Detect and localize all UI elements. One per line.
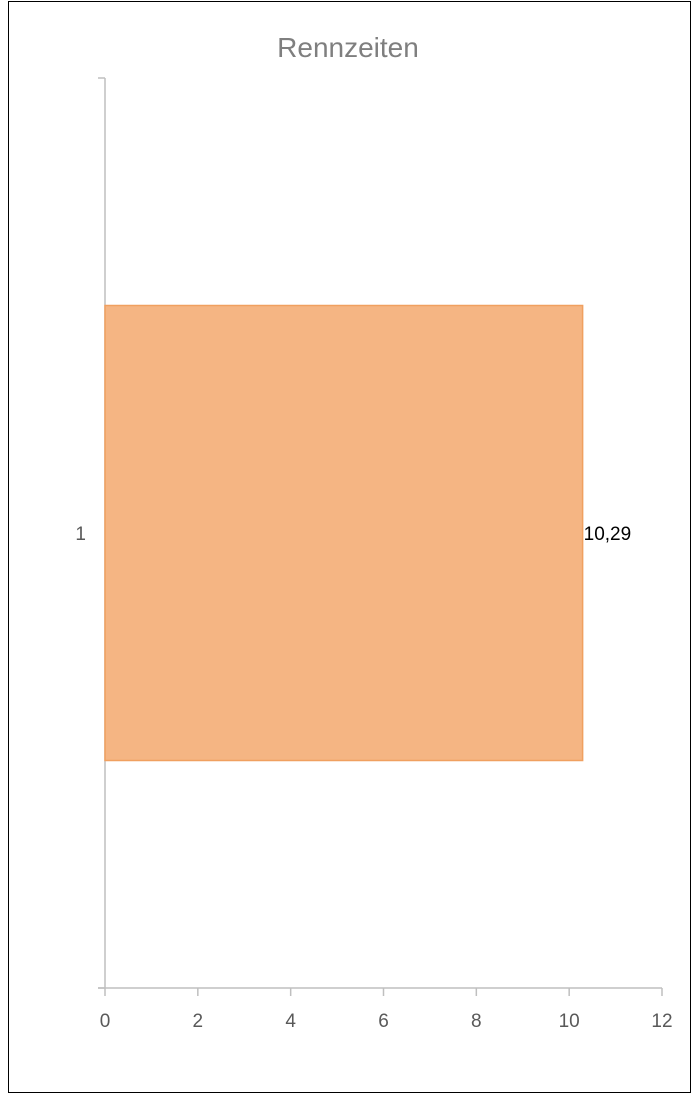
x-tick-label: 6 [378, 1011, 389, 1032]
x-tick-label: 4 [285, 1011, 296, 1032]
x-tick-label: 8 [471, 1011, 482, 1032]
bar-data-label: 10,29 [584, 524, 632, 545]
chart-title: Rennzeiten [277, 32, 419, 63]
bar [104, 304, 584, 762]
x-tick-label: 0 [100, 1011, 111, 1032]
x-tick-label: 10 [559, 1011, 580, 1032]
x-tick-label: 2 [193, 1011, 204, 1032]
bars: 10,29 [104, 304, 632, 762]
y-category-label: 1 [75, 524, 86, 545]
x-axis: 0 2 4 6 8 10 12 [98, 987, 673, 1032]
x-tick-label: 12 [651, 1011, 672, 1032]
y-axis: 1 [75, 77, 106, 989]
